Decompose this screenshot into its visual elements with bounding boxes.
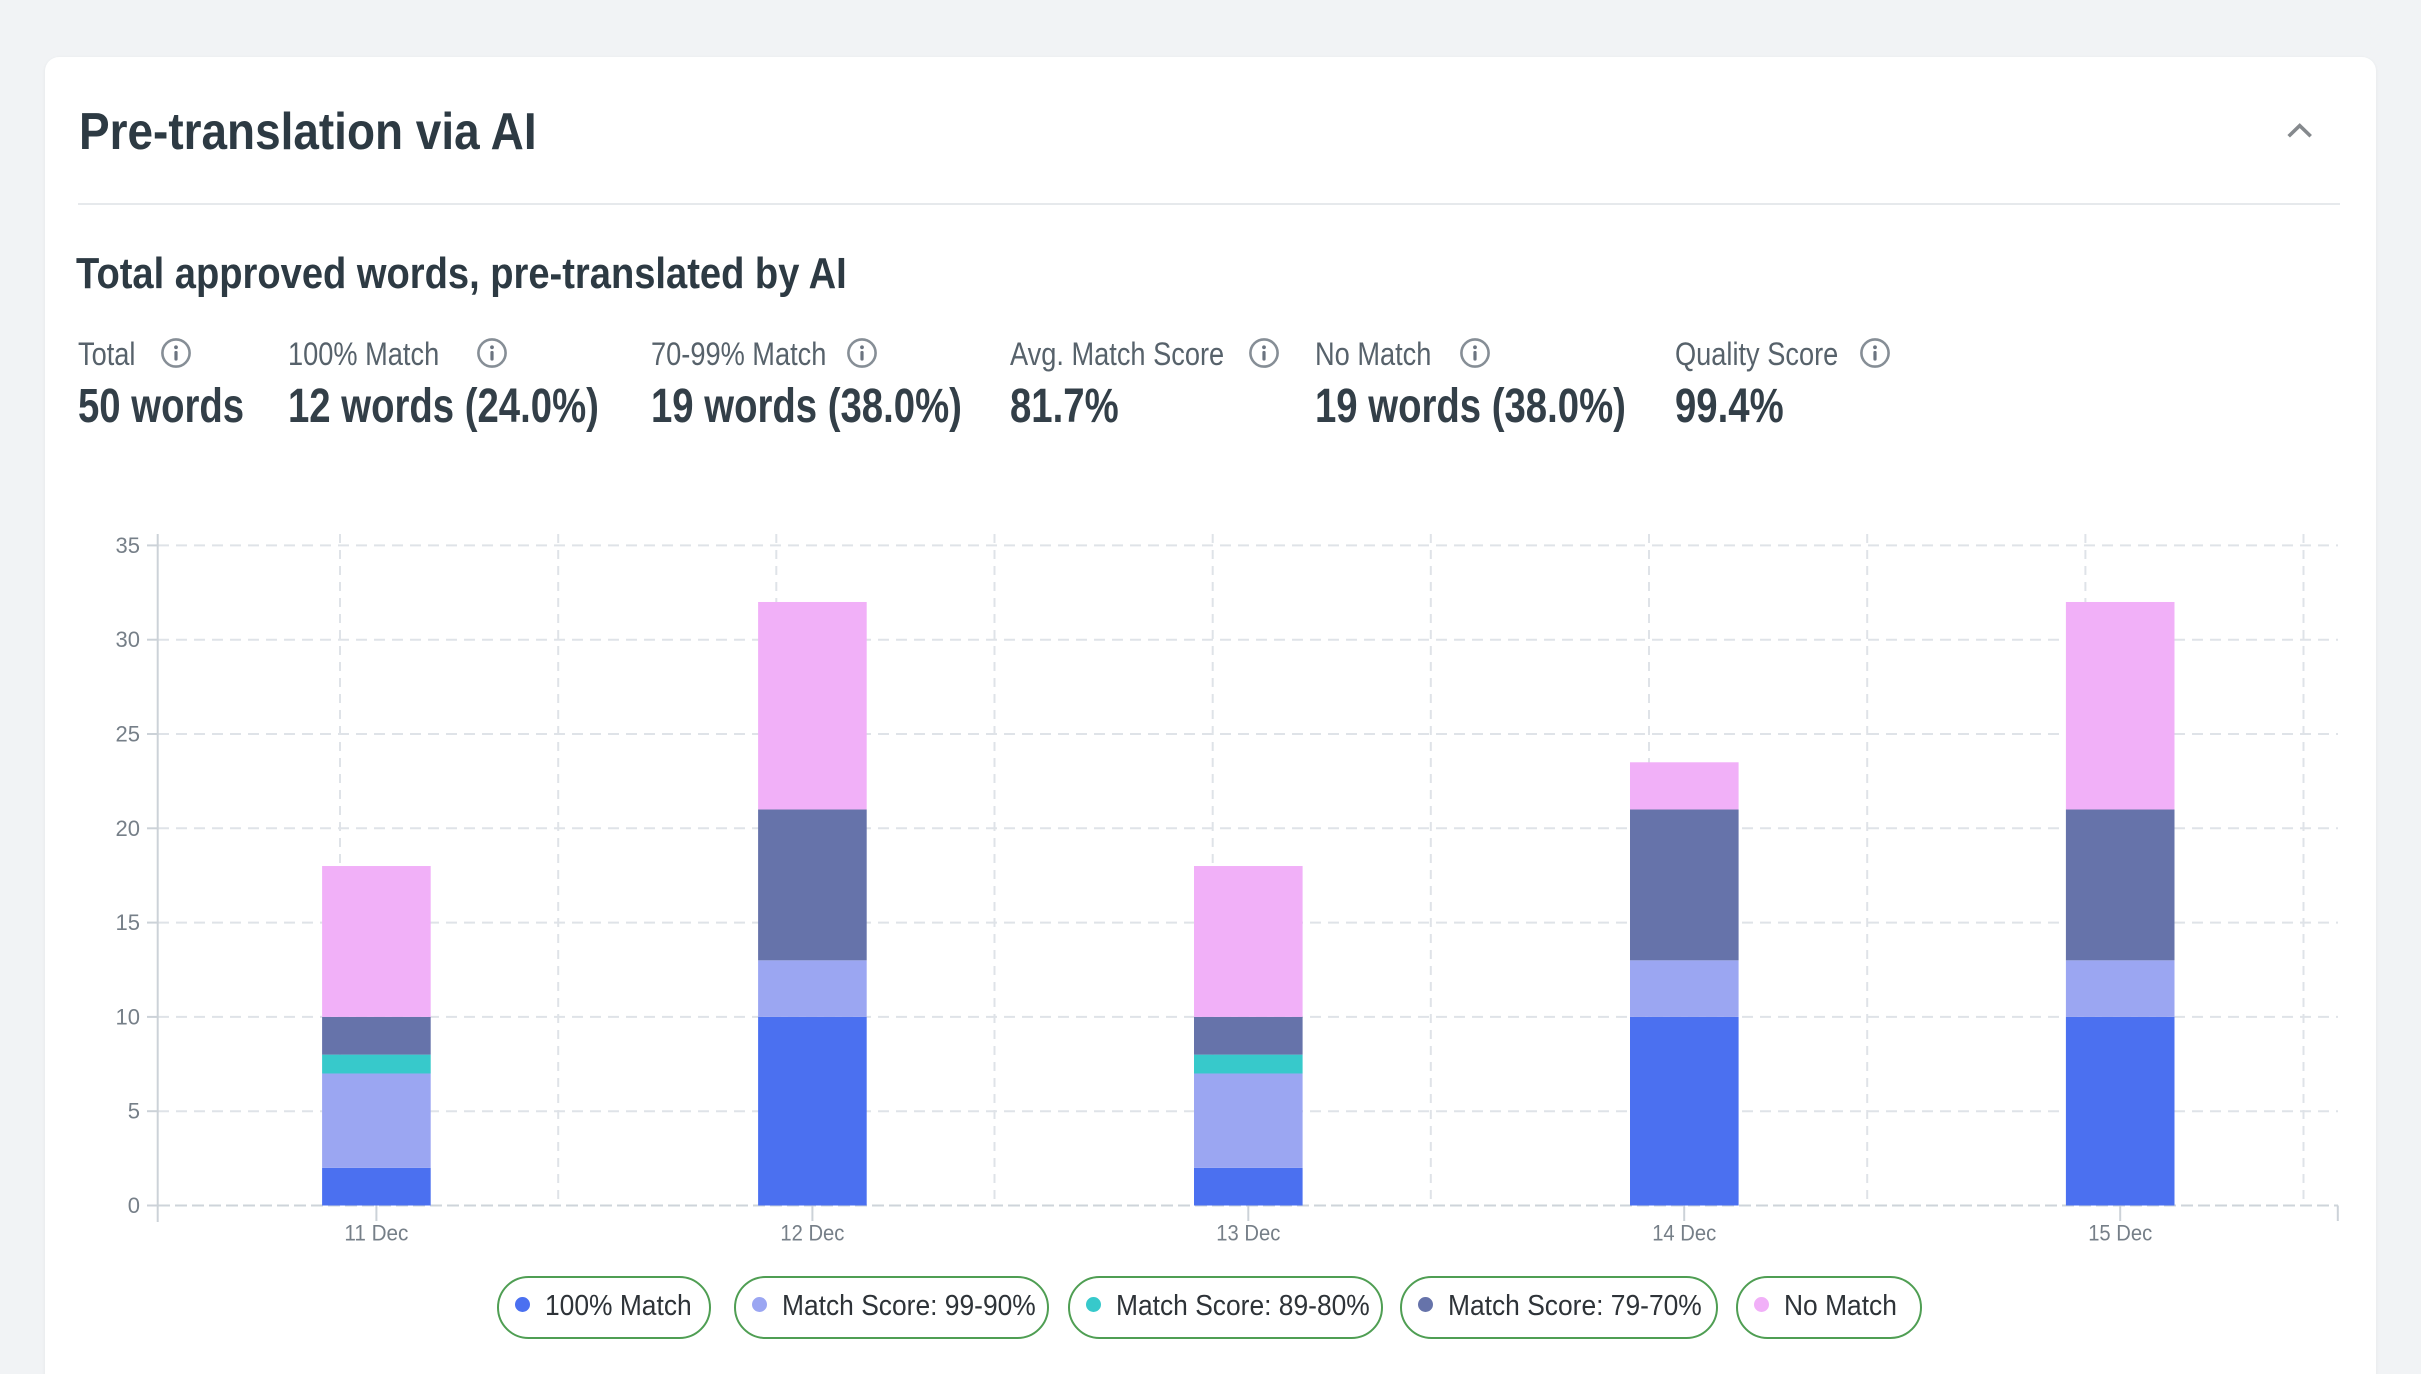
svg-text:0: 0 <box>128 1193 140 1218</box>
svg-text:14 Dec: 14 Dec <box>1652 1221 1716 1246</box>
svg-text:11 Dec: 11 Dec <box>344 1221 408 1246</box>
svg-text:10: 10 <box>116 1004 140 1029</box>
svg-text:30: 30 <box>116 627 140 652</box>
svg-text:35: 35 <box>116 533 140 558</box>
svg-text:5: 5 <box>128 1099 140 1124</box>
svg-text:15: 15 <box>116 910 140 935</box>
svg-text:20: 20 <box>116 816 140 841</box>
svg-text:25: 25 <box>116 722 140 747</box>
svg-text:13 Dec: 13 Dec <box>1216 1221 1280 1246</box>
svg-text:12 Dec: 12 Dec <box>780 1221 844 1246</box>
svg-text:15 Dec: 15 Dec <box>2088 1221 2152 1246</box>
